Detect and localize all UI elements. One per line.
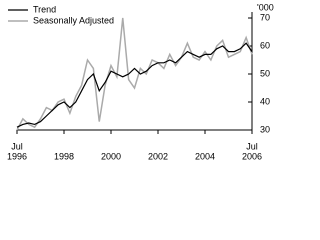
y-unit: '000: [257, 2, 274, 12]
x-month-label: Jul: [11, 141, 23, 151]
x-tick-label: 2000: [101, 151, 121, 161]
x-tick-label: 1996: [7, 151, 27, 161]
x-tick-label: 2002: [148, 151, 168, 161]
x-month-label: Jul: [246, 141, 258, 151]
y-tick-label: 50: [260, 68, 270, 78]
y-tick-label: 70: [260, 12, 270, 22]
legend-label: Trend: [33, 4, 56, 14]
y-tick-label: 60: [260, 40, 270, 50]
y-tick-label: 30: [260, 124, 270, 134]
legend-label: Seasonally Adjusted: [33, 15, 114, 25]
line-series: [16, 42, 253, 128]
line-series: [16, 17, 253, 131]
x-tick-label: 2004: [195, 151, 215, 161]
x-tick-label: 1998: [54, 151, 74, 161]
x-tick-label: 2006: [242, 151, 262, 161]
y-tick-label: 40: [260, 96, 270, 106]
